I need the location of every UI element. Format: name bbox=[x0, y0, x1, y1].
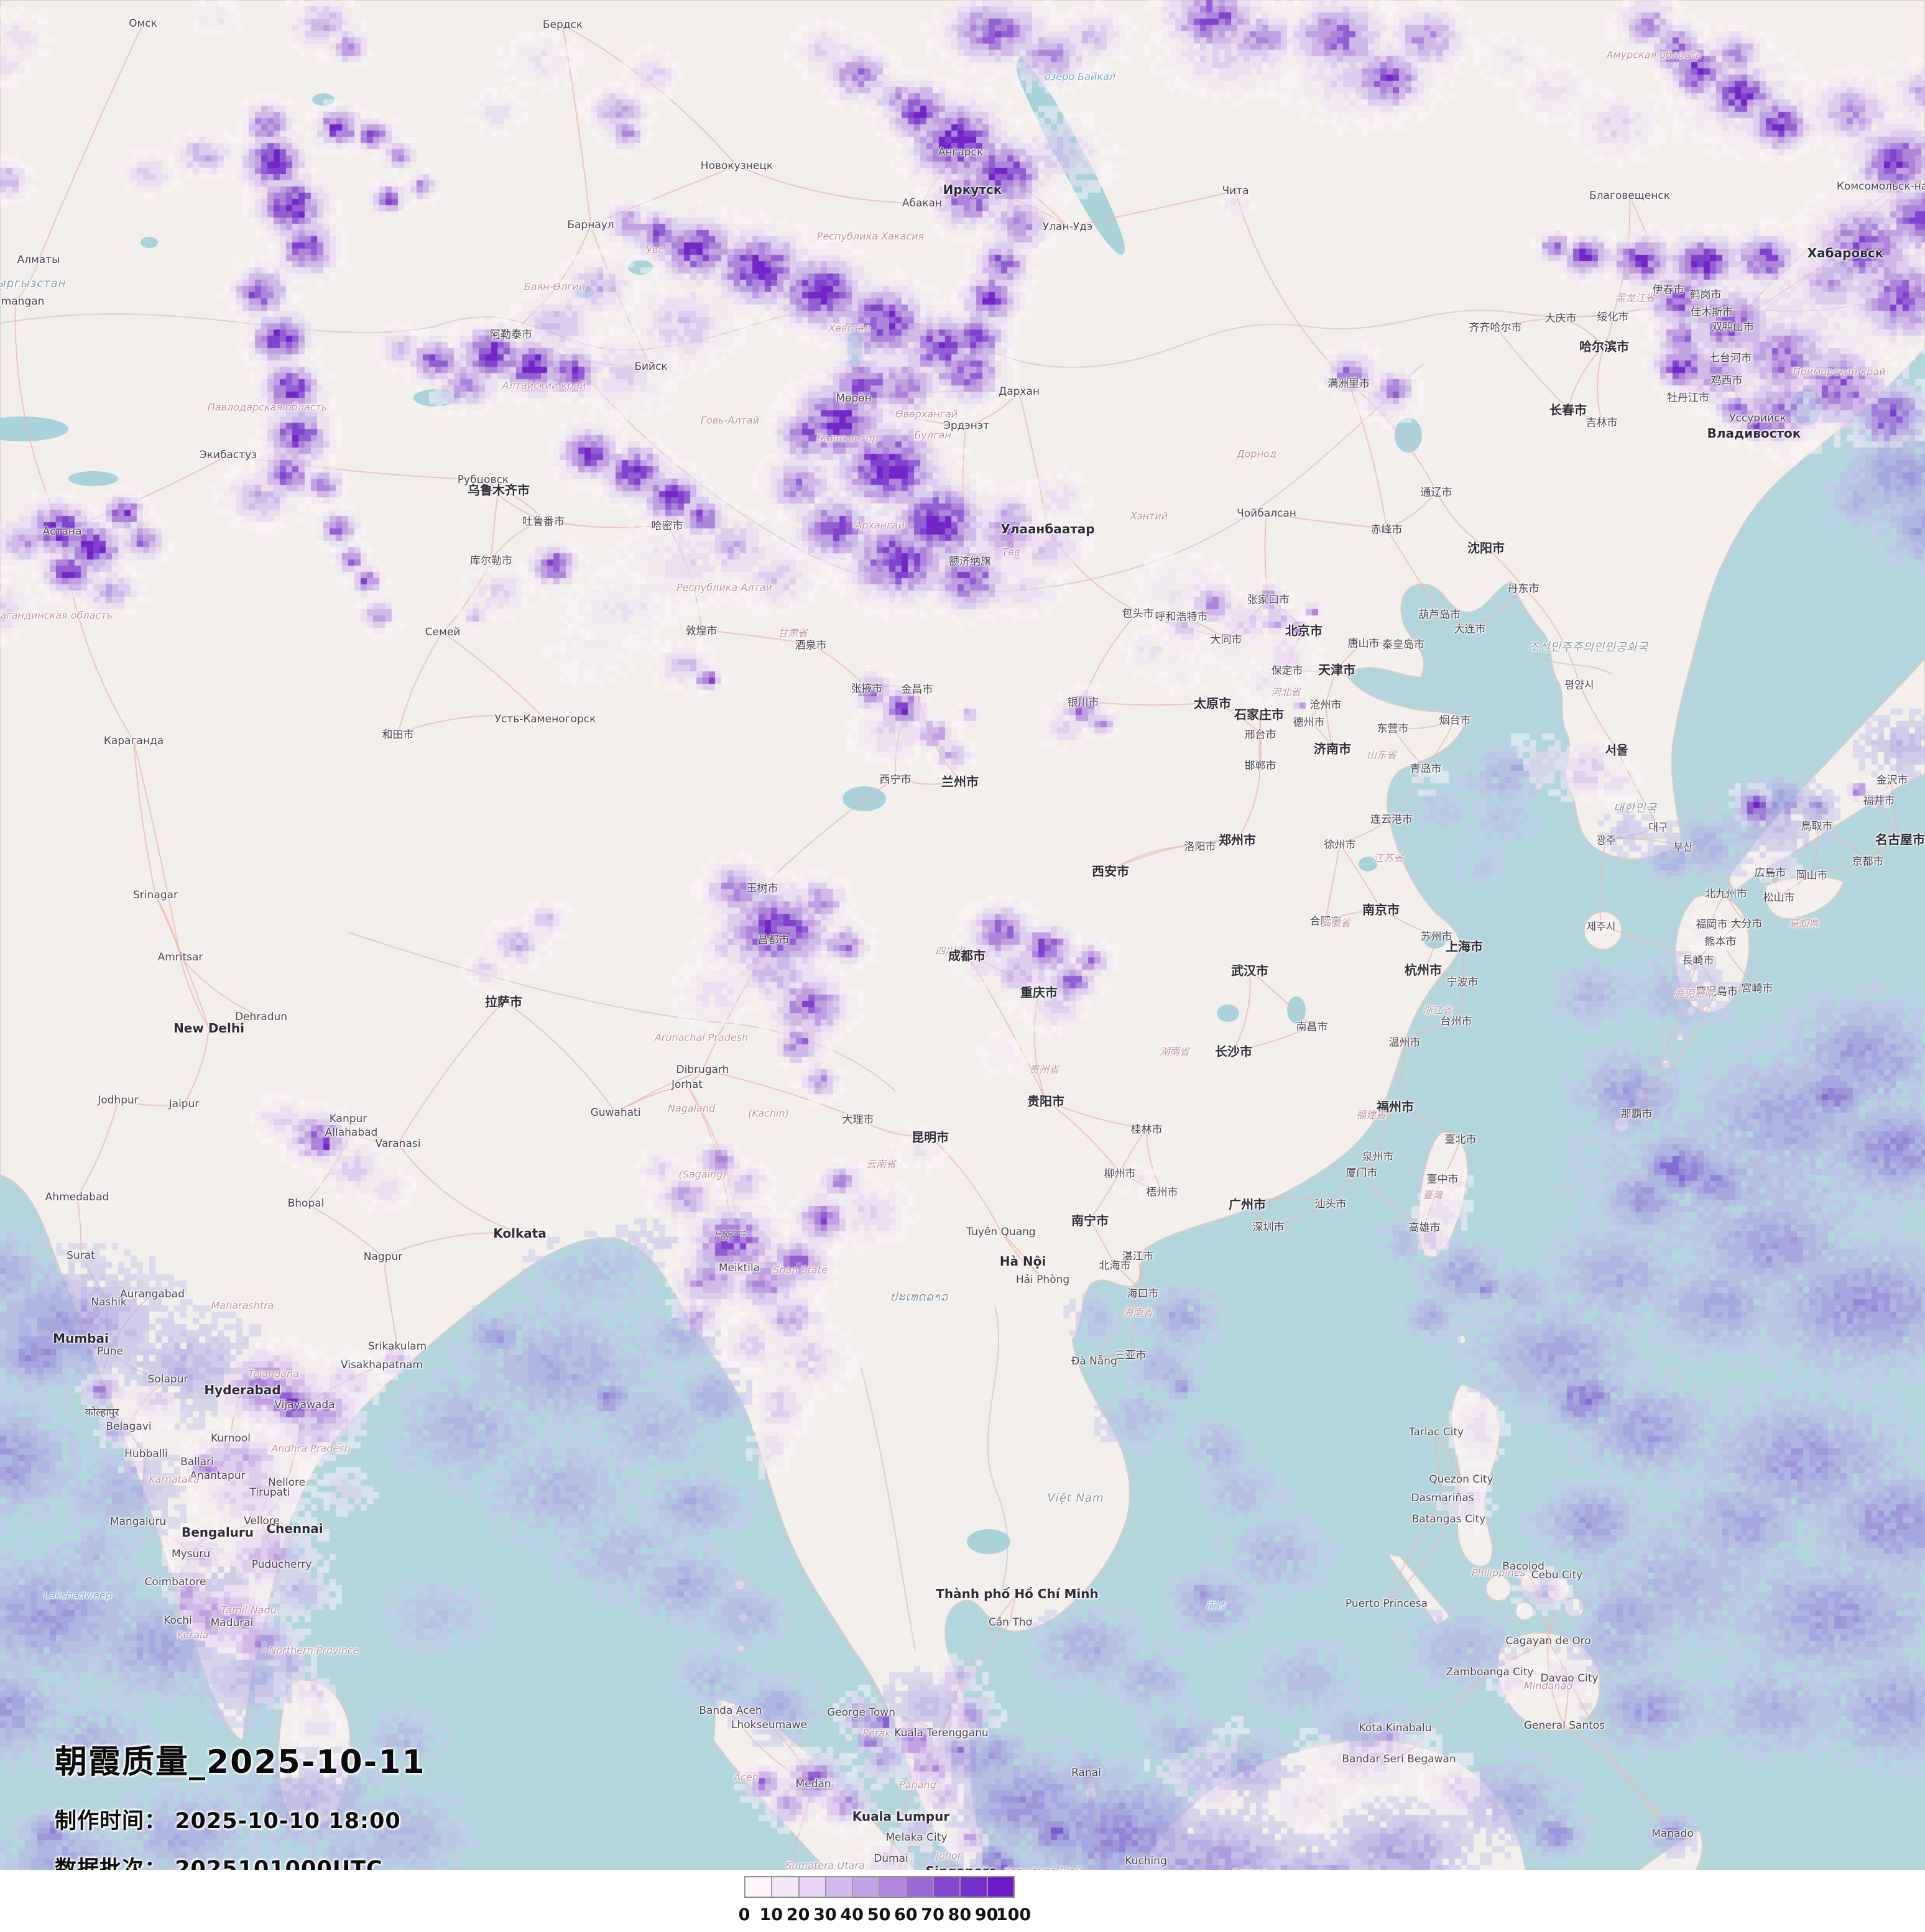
production-time-value: 2025-10-10 18:00 bbox=[175, 1809, 401, 1834]
legend-tick-label: 30 bbox=[813, 1905, 837, 1925]
quality-overlay-canvas bbox=[0, 0, 1925, 1870]
production-time-label: 制作时间： bbox=[55, 1809, 167, 1834]
legend-tick-label: 0 bbox=[738, 1905, 750, 1925]
production-time-line: 制作时间： 2025-10-10 18:00 bbox=[55, 1803, 426, 1835]
legend-color-cell bbox=[772, 1877, 799, 1897]
legend-tick-label: 50 bbox=[867, 1905, 891, 1925]
legend-tick-label: 70 bbox=[921, 1905, 944, 1925]
legend-color-cell bbox=[852, 1877, 880, 1897]
legend-color-cell bbox=[798, 1877, 826, 1897]
legend-color-cell bbox=[960, 1877, 987, 1897]
legend: 0 10 20 30 40 50 60 70 80 90 100 bbox=[0, 1870, 1925, 1932]
legend-color-cell bbox=[745, 1877, 772, 1897]
legend-tick-label: 10 bbox=[759, 1905, 783, 1925]
legend-color-cell bbox=[906, 1877, 934, 1897]
legend-color-cell bbox=[987, 1877, 1014, 1897]
legend-colorbar bbox=[744, 1876, 1015, 1898]
legend-tick-label: 90 bbox=[974, 1905, 999, 1925]
legend-tick-label: 80 bbox=[948, 1905, 972, 1925]
legend-tick-label: 60 bbox=[894, 1905, 918, 1925]
legend-color-cell bbox=[933, 1877, 961, 1897]
legend-color-cell bbox=[825, 1877, 853, 1897]
map-caption: 朝霞质量_2025-10-11 制作时间： 2025-10-10 18:00 数… bbox=[55, 1736, 426, 1883]
map-title: 朝霞质量_2025-10-11 bbox=[55, 1744, 426, 1781]
legend-tick-label: 100 bbox=[995, 1905, 1032, 1925]
legend-tick-label: 20 bbox=[786, 1905, 810, 1925]
legend-tick-label: 40 bbox=[840, 1905, 864, 1925]
legend-color-cell bbox=[879, 1877, 907, 1897]
